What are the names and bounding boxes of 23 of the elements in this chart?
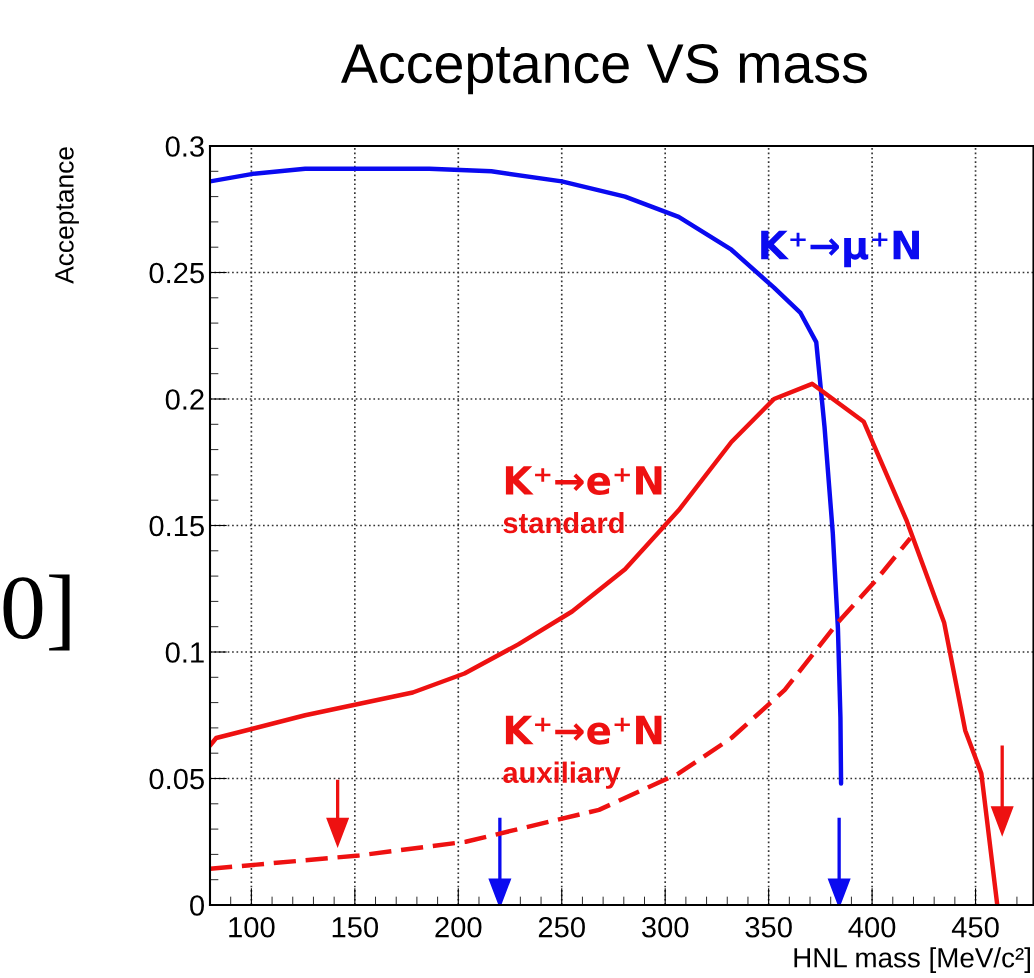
series-label: K⁺→e⁺N auxiliary bbox=[503, 715, 662, 789]
y-tick-label: 0.15 bbox=[149, 515, 204, 537]
y-tick-label: 0.05 bbox=[149, 768, 204, 790]
chart-title: Acceptance VS mass bbox=[341, 44, 867, 95]
y-tick-label: 0.1 bbox=[165, 642, 204, 663]
x-axis-title: HNL mass [MeV/c²] bbox=[794, 947, 1030, 974]
text: 0] bbox=[3, 574, 70, 651]
x-tick-label: 350 bbox=[745, 916, 792, 938]
x-tick-label: 400 bbox=[848, 916, 896, 938]
y-axis-title: Acceptance bbox=[55, 147, 79, 284]
y-tick-label: 0.25 bbox=[149, 262, 204, 284]
series-label: K⁺→μ⁺N bbox=[761, 230, 919, 268]
y-tick-label: 0 bbox=[190, 895, 204, 916]
y-tick-label: 0.2 bbox=[165, 389, 204, 410]
x-tick-label: 450 bbox=[951, 916, 999, 938]
x-tick-label: 100 bbox=[229, 916, 275, 938]
x-tick-label: 250 bbox=[538, 916, 585, 938]
y-tick-label: 0.3 bbox=[165, 136, 204, 157]
series-label: K⁺→e⁺N standard bbox=[503, 466, 662, 534]
line-series bbox=[210, 381, 1000, 905]
x-tick-label: 200 bbox=[435, 916, 482, 938]
x-tick-label: 150 bbox=[332, 916, 379, 938]
x-tick-label: 300 bbox=[641, 916, 689, 938]
